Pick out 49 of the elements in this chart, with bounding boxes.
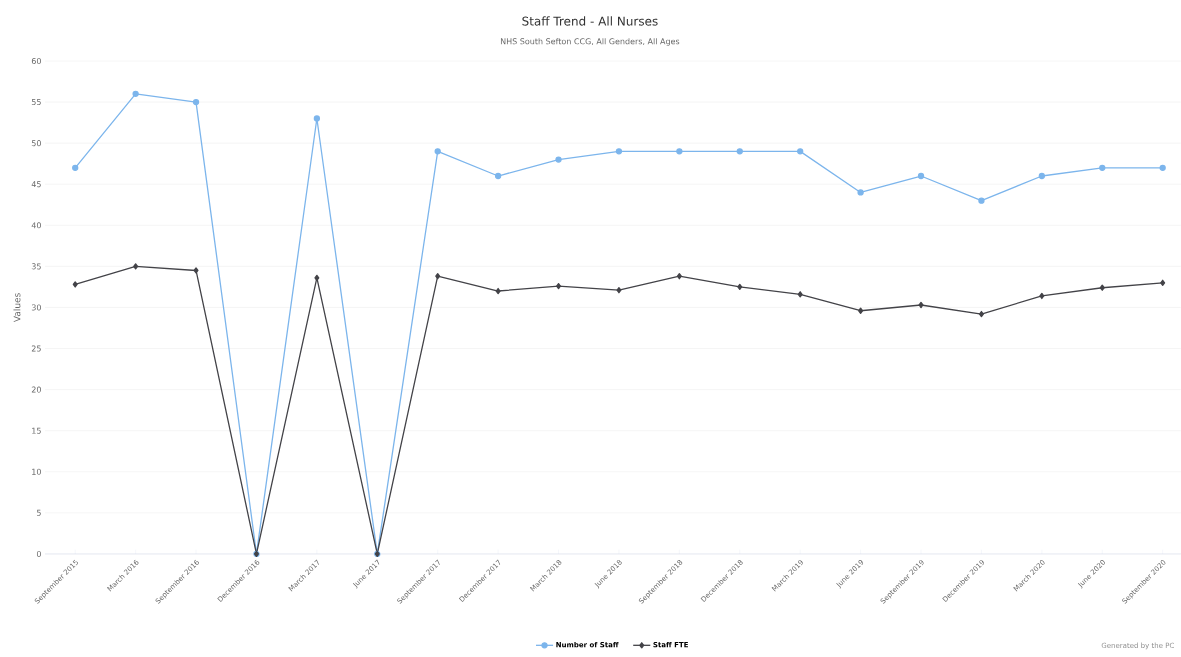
point: [676, 273, 682, 280]
y-tick-label: 55: [31, 99, 41, 106]
point: [1099, 164, 1106, 171]
y-tick-label: 20: [31, 386, 41, 393]
point: [917, 172, 925, 180]
point: [797, 291, 803, 298]
point: [797, 148, 804, 155]
y-tick-label: 35: [31, 263, 41, 270]
point: [72, 164, 79, 171]
point: [918, 301, 924, 309]
y-tick-label: 45: [31, 181, 41, 188]
y-tick-label: 5: [36, 509, 41, 516]
point: [857, 189, 864, 196]
point: [858, 307, 864, 314]
y-tick-label: 10: [32, 468, 41, 475]
y-tick-label: 0: [36, 550, 41, 557]
point: [494, 172, 502, 180]
point: [676, 148, 683, 155]
y-tick-label: 50: [31, 140, 41, 147]
point: [978, 310, 984, 318]
point: [192, 98, 200, 106]
point: [193, 267, 199, 274]
point: [132, 90, 139, 98]
y-tick-label: 25: [31, 345, 41, 352]
point: [313, 115, 321, 122]
chart-subtitle: NHS South Sefton CCG, All Genders, All Ages: [500, 38, 680, 46]
point: [1038, 172, 1045, 180]
point: [495, 287, 501, 295]
point: [1160, 279, 1166, 286]
point: [555, 156, 562, 163]
point: [1099, 284, 1105, 291]
point: [434, 148, 441, 155]
point: [556, 282, 562, 290]
point: [615, 148, 623, 155]
y-axis-title: Values: [13, 293, 21, 323]
point: [1159, 164, 1166, 171]
point: [978, 197, 985, 204]
point: [1039, 292, 1045, 300]
chart-title: Staff Trend - All Nurses: [522, 16, 658, 26]
y-tick-label: 15: [32, 427, 41, 434]
y-tick-label: 60: [31, 58, 41, 65]
point: [435, 273, 441, 280]
y-tick-label: 30: [31, 304, 41, 311]
point: [616, 287, 622, 294]
point: [133, 263, 139, 270]
point: [72, 281, 78, 288]
y-tick-label: 40: [31, 222, 41, 229]
point: [737, 283, 743, 291]
point: [736, 148, 743, 155]
